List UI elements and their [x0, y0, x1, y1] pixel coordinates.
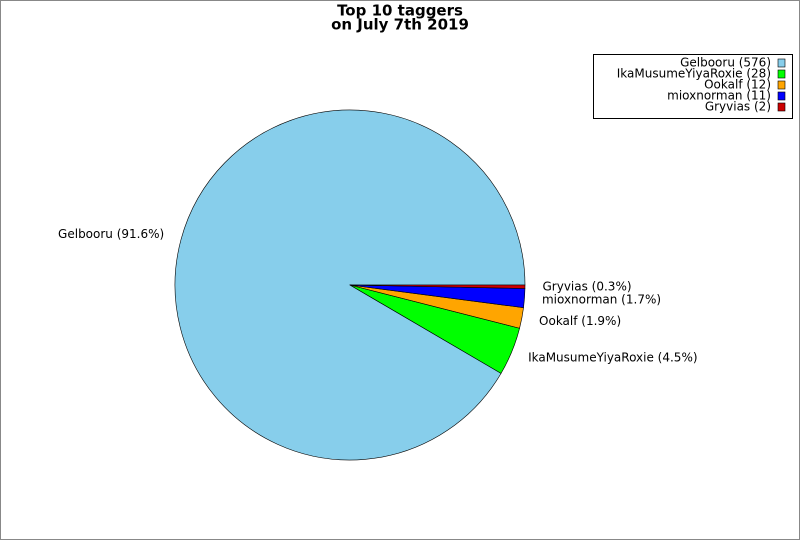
legend-label: IkaMusumeYiyaRoxie (28) [617, 67, 771, 81]
legend-swatch [777, 91, 786, 101]
chart-subtitle: on July 7th 2019 [331, 16, 469, 34]
pie-slice [349, 284, 526, 289]
slice-label: Gelbooru (91.6%) [58, 227, 164, 241]
slice-label: IkaMusumeYiyaRoxie (4.5%) [528, 351, 697, 365]
legend-label: Gryvias (2) [705, 100, 771, 114]
legend-label: Gelbooru (576) [680, 56, 771, 70]
legend-swatch [777, 80, 786, 90]
legend-swatch [777, 69, 786, 79]
slice-label: Ookalf (1.9%) [539, 314, 621, 328]
chart-title: Top 10 taggers [337, 2, 463, 20]
legend-label: Ookalf (12) [704, 78, 771, 92]
slice-label: mioxnorman (1.7%) [542, 292, 661, 306]
legend-box [593, 54, 793, 119]
legend-label: mioxnorman (11) [667, 89, 771, 103]
slice-label: Gryvias (0.3%) [542, 279, 631, 293]
legend-swatch [777, 102, 786, 112]
legend-swatch [777, 58, 786, 68]
